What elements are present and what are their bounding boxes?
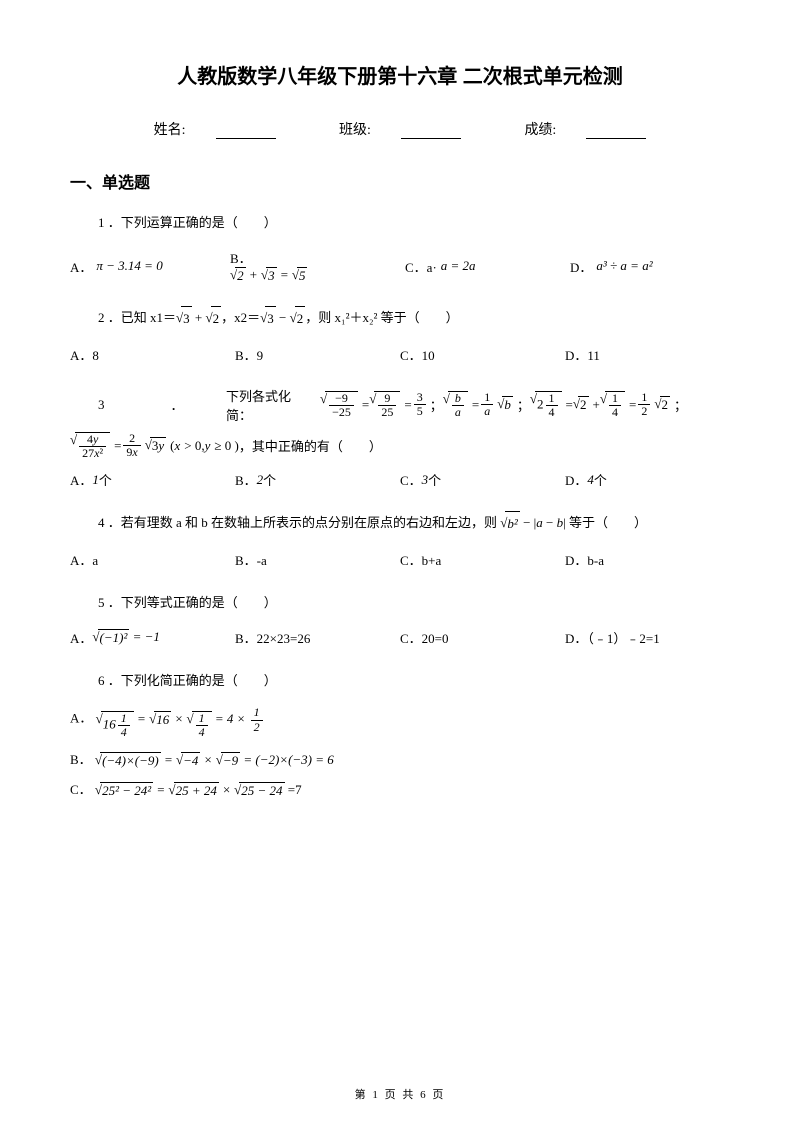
q4-options: A．a B．-a C．b+a D．b-a	[70, 550, 730, 569]
name-blank	[216, 125, 276, 139]
q1-b-label: B．	[230, 248, 252, 267]
q1-c-math: a = 2a	[441, 258, 476, 274]
page-footer: 第 1 页 共 6 页	[0, 1086, 800, 1102]
q1-options: A． π − 3.14 = 0 B． √2 + √3 = √5 C．a· a =…	[70, 248, 730, 284]
q3-line1: 3 ． 下列各式化简： √−9−25 = √925 = 35； √ba = 1a…	[98, 386, 730, 424]
q2-a: A．8	[70, 345, 99, 364]
q6-c: C． √25² − 24² = √25 + 24 × √25 − 24 =7	[70, 779, 730, 799]
q1-a-label: A．	[70, 257, 92, 276]
score-label: 成绩:	[524, 123, 556, 138]
page-title: 人教版数学八年级下册第十六章 二次根式单元检测	[70, 60, 730, 89]
q4-d: D．b-a	[565, 550, 604, 569]
score-blank	[586, 125, 646, 139]
q6-text: 6 ．下列化简正确的是（ ）	[98, 669, 730, 692]
q2-c: C．10	[400, 345, 435, 364]
q1-b-math: √2 + √3 = √5	[230, 267, 307, 284]
q3-options: A．1个 B．2 个 C．3 个 D．4 个	[70, 470, 730, 489]
q5-c: C．20=0	[400, 628, 449, 647]
class-label: 班级:	[339, 123, 371, 138]
q2-b: B．9	[235, 345, 263, 364]
class-blank	[401, 125, 461, 139]
q1-text: 1 ．下列运算正确的是（ ）	[98, 211, 730, 234]
q1-d-math: a³ ÷ a = a²	[596, 258, 652, 274]
section-1-title: 一、单选题	[70, 169, 730, 193]
q1-d-label: D．	[570, 257, 592, 276]
q5-d: D．（﹣1）﹣2=1	[565, 628, 660, 647]
name-label: 姓名:	[154, 123, 186, 138]
q3-line2: √4y27x² = 29x√3y( x > 0, y ≥ 0 ) ，其中正确的有…	[70, 432, 730, 460]
q4-c: C．b+a	[400, 550, 441, 569]
q6-a: A． √1614 = √16 × √14 = 4 × 12	[70, 706, 730, 739]
q6-b: B． √(−4)×(−9) = √−4 × √−9 = (−2)×(−3) = …	[70, 749, 730, 769]
q4-text: 4 ．若有理数 a 和 b 在数轴上所表示的点分别在原点的右边和左边，则 √b²…	[98, 511, 730, 535]
q5-options: A． √(−1)² = −1 B．22×23=26 C．20=0 D．（﹣1）﹣…	[70, 628, 730, 647]
q2-options: A．8 B．9 C．10 D．11	[70, 345, 730, 364]
q5-b: B．22×23=26	[235, 628, 310, 647]
q1-a-math: π − 3.14 = 0	[96, 258, 162, 274]
q5-text: 5 ．下列等式正确的是（ ）	[98, 591, 730, 614]
q2-d: D．11	[565, 345, 600, 364]
q2-text: 2 ．已知 x1＝√3 + √2，x2＝√3 − √2，则 x₁²＋x₂² 等于…	[98, 306, 730, 330]
q1-c-label: C．a·	[405, 257, 437, 276]
q4-a: A．a	[70, 550, 98, 569]
q4-b: B．-a	[235, 550, 267, 569]
student-info-row: 姓名: 班级: 成绩:	[70, 119, 730, 139]
